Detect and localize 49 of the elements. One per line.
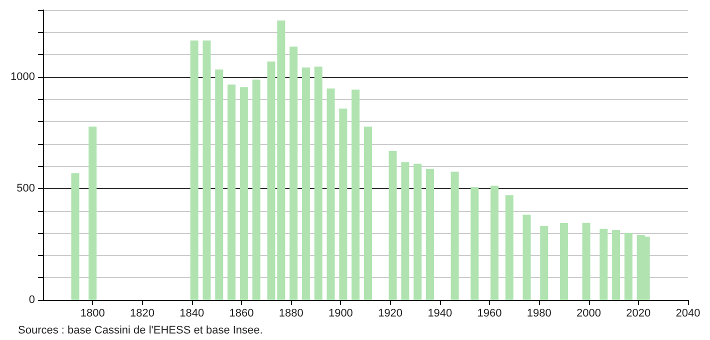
bar (339, 108, 348, 300)
bar (352, 90, 360, 300)
bar (364, 126, 372, 300)
bar (414, 164, 422, 300)
bar (252, 80, 260, 300)
bar (560, 222, 568, 300)
bar (470, 187, 479, 300)
bar (190, 40, 198, 300)
y-tick-label: 1000 (10, 70, 35, 83)
bar (302, 68, 310, 300)
bar (582, 222, 590, 300)
bar (267, 62, 276, 300)
x-tick-label: 1860 (229, 308, 254, 320)
bar (326, 88, 335, 300)
bar (290, 46, 298, 300)
y-tick-label: 0 (28, 294, 35, 306)
x-tick-label: 2020 (626, 308, 651, 320)
bar (401, 162, 410, 300)
bar (71, 173, 80, 300)
bar (388, 150, 397, 300)
x-tick-label: 2040 (676, 308, 700, 320)
x-tick-label: 1920 (378, 308, 403, 320)
x-tick-label: 1980 (526, 308, 552, 320)
bar (624, 232, 632, 300)
x-tick-label: 1820 (130, 308, 154, 320)
bar (314, 66, 322, 300)
bar (215, 70, 224, 300)
bar (88, 126, 97, 300)
bar (490, 186, 498, 300)
bar (600, 228, 608, 300)
x-tick-label: 1840 (180, 308, 204, 320)
bar (240, 87, 248, 300)
x-tick-label: 1880 (278, 308, 304, 320)
bar (426, 168, 434, 300)
bar (612, 230, 620, 300)
x-tick-label: 1940 (428, 308, 452, 320)
y-tick-label: 500 (16, 182, 35, 194)
source-note: Sources : base Cassini de l'EHESS et base Insee. (18, 324, 263, 336)
x-tick-label: 1960 (477, 308, 502, 320)
x-tick-label: 2000 (576, 308, 602, 320)
bar (450, 172, 459, 300)
bar (522, 214, 531, 300)
bar (202, 40, 211, 300)
bar (540, 226, 548, 300)
bar (277, 20, 286, 300)
x-tick-label: 1800 (80, 308, 105, 320)
bar (505, 195, 514, 300)
x-tick-label: 1900 (328, 308, 353, 320)
bar (228, 84, 236, 300)
